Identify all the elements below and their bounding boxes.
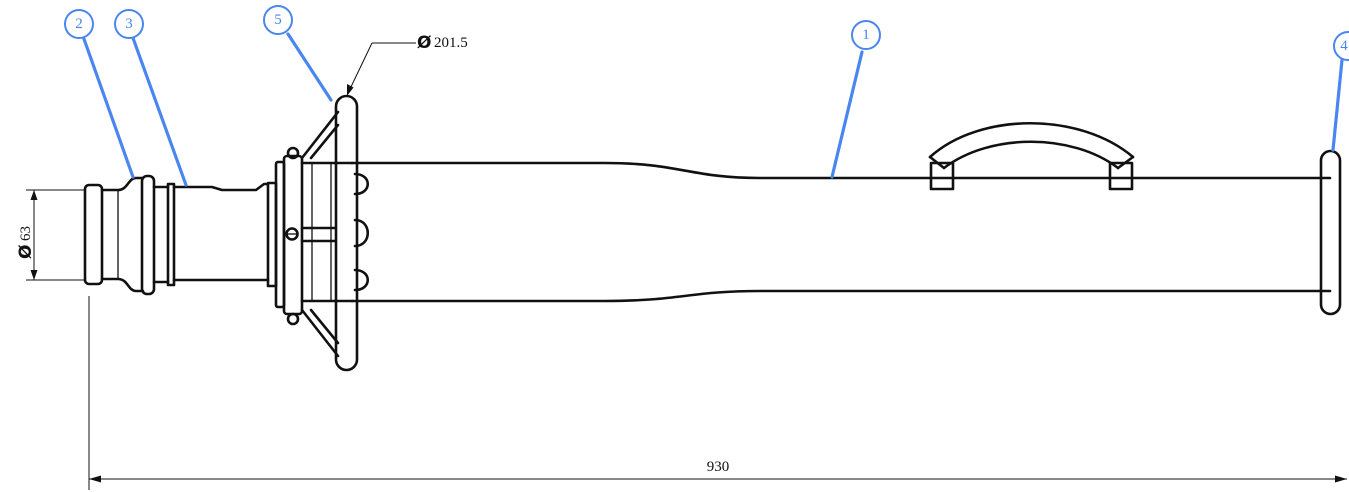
carry-handle [928, 121, 1135, 191]
dimension-inlet-diameter: Ø 63 [16, 189, 84, 281]
main-tube [350, 161, 1332, 303]
dimension-flange-diameter: Ø 201.5 [347, 33, 468, 96]
overall-length-value: 930 [707, 459, 730, 475]
callout-1: 1 [830, 20, 881, 179]
callouts: 1 2 3 4 5 [64, 5, 1349, 187]
inlet-diameter-symbol: Ø [16, 245, 36, 259]
callout-4: 4 [1331, 31, 1349, 152]
callout-5-label: 5 [274, 12, 282, 28]
inlet-coupling [83, 174, 156, 296]
callout-5: 5 [263, 5, 333, 102]
flange-body [274, 110, 370, 358]
callout-4-label: 4 [1340, 38, 1348, 54]
inlet-diameter-value: 63 [18, 226, 34, 241]
flange-ring [334, 94, 359, 372]
dimension-overall-length: 930 [88, 296, 1347, 490]
callout-3-label: 3 [125, 16, 133, 32]
flange-diameter-symbol: Ø [417, 33, 431, 53]
outlet-end-ring [1319, 149, 1342, 316]
callout-2: 2 [64, 9, 135, 179]
callout-1-label: 1 [862, 27, 870, 43]
inlet-pipe [152, 181, 278, 288]
callout-3: 3 [114, 9, 188, 187]
callout-2-label: 2 [75, 16, 83, 32]
flange-diameter-value: 201.5 [434, 35, 468, 51]
